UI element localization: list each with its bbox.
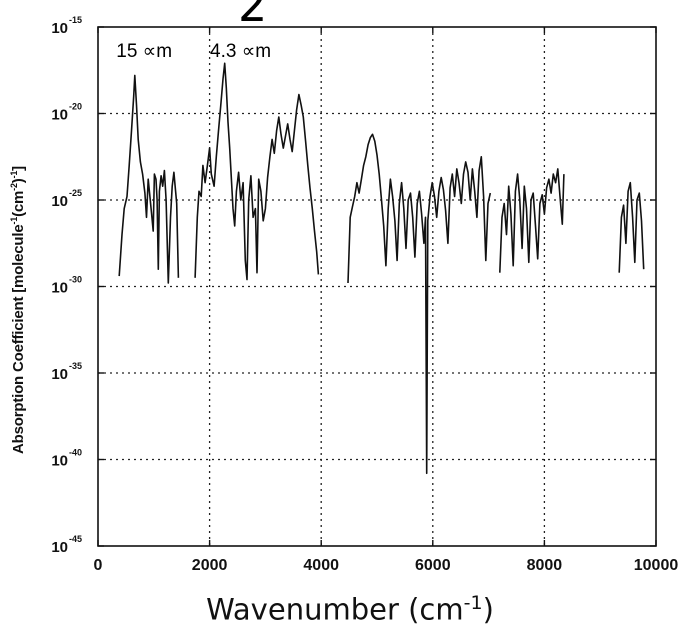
absorption-band-line	[499, 168, 565, 273]
y-tick-label: 10	[51, 453, 68, 470]
absorption-band-line	[118, 74, 180, 284]
absorption-band-line	[194, 62, 320, 281]
x-tick-label: 10000	[634, 557, 679, 574]
x-tick-label: 2000	[192, 557, 228, 574]
x-tick-label: 0	[94, 557, 103, 574]
y-tick-label: 10	[51, 366, 68, 383]
y-tick-exponent: -35	[69, 361, 82, 371]
peak-annotation: 4.3 ∝m	[210, 41, 271, 62]
y-tick-label: 10	[51, 193, 68, 210]
y-tick-exponent: -25	[69, 188, 82, 198]
y-tick-exponent: -40	[69, 448, 82, 458]
absorption-band-line	[618, 181, 645, 273]
y-tick-exponent: -15	[69, 15, 82, 25]
y-tick-exponent: -30	[69, 275, 82, 285]
y-tick-label: 10	[51, 539, 68, 556]
absorption-band-line	[347, 133, 492, 475]
peak-annotation: 15 ∝m	[116, 41, 172, 62]
x-tick-label: 4000	[303, 557, 339, 574]
y-tick-label: 10	[51, 20, 68, 37]
y-tick-label: 10	[51, 280, 68, 297]
x-tick-label: 6000	[415, 557, 451, 574]
y-tick-exponent: -20	[69, 102, 82, 112]
x-tick-label: 8000	[527, 557, 563, 574]
y-tick-label: 10	[51, 107, 68, 124]
y-tick-exponent: -45	[69, 534, 82, 544]
x-axis-label: Wavenumber (cm-1)	[206, 592, 494, 627]
